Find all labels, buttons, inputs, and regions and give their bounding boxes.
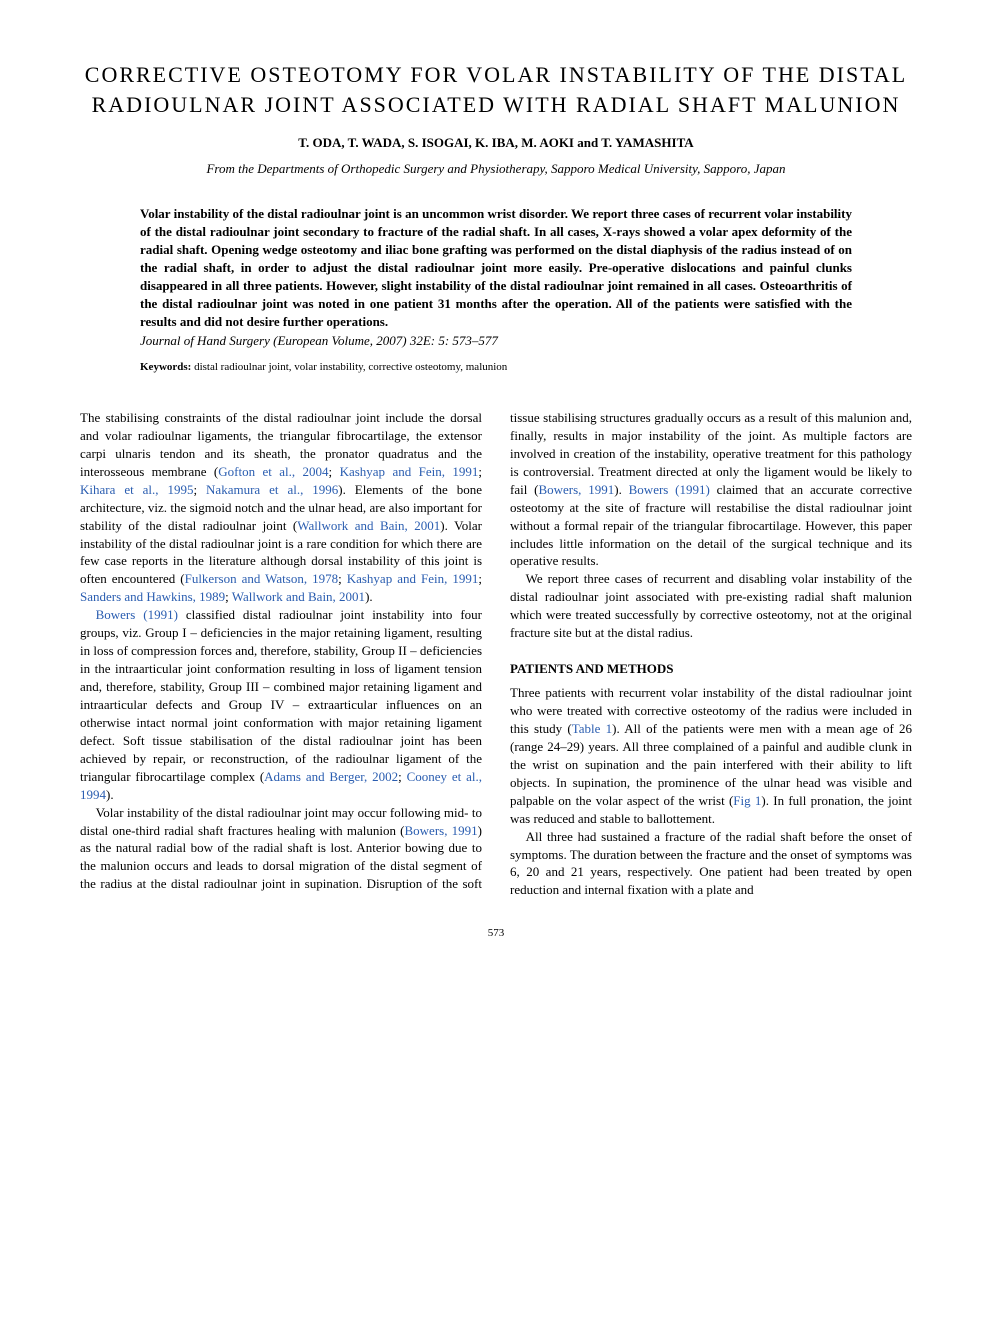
citation-link[interactable]: Sanders and Hawkins, 1989 [80,589,225,604]
table-link[interactable]: Table 1 [572,721,612,736]
body-text: ; [225,589,232,604]
paragraph: The stabilising constraints of the dista… [80,409,482,606]
keywords-text: distal radioulnar joint, volar instabili… [194,361,507,373]
authors-line: T. ODA, T. WADA, S. ISOGAI, K. IBA, M. A… [80,135,912,151]
citation-link[interactable]: Wallwork and Bain, 2001 [297,518,440,533]
citation-link[interactable]: Kashyap and Fein, 1991 [340,464,479,479]
body-text: All three had sustained a fracture of th… [510,829,912,898]
citation-link[interactable]: Fulkerson and Watson, 1978 [185,571,339,586]
citation-link[interactable]: Nakamura et al., 1996 [206,482,338,497]
citation-link[interactable]: Gofton et al., 2004 [218,464,328,479]
abstract-block: Volar instability of the distal radiouln… [140,205,852,349]
body-text: classified distal radioulnar joint insta… [80,607,482,783]
body-columns: The stabilising constraints of the dista… [80,409,912,899]
citation-link[interactable]: Bowers, 1991 [538,482,614,497]
body-text: ; [478,571,482,586]
journal-citation: Journal of Hand Surgery (European Volume… [140,333,852,349]
body-text: ; [193,482,206,497]
citation-link[interactable]: Kashyap and Fein, 1991 [347,571,479,586]
affiliation-line: From the Departments of Orthopedic Surge… [80,161,912,177]
paragraph: We report three cases of recurrent and d… [510,570,912,642]
keywords-line: Keywords: distal radioulnar joint, volar… [140,361,852,373]
section-heading-methods: PATIENTS AND METHODS [510,660,912,678]
body-text: ). [365,589,373,604]
citation-link[interactable]: Wallwork and Bain, 2001 [232,589,365,604]
body-text: ; [398,769,406,784]
figure-link[interactable]: Fig 1 [733,793,761,808]
keywords-label: Keywords: [140,361,191,373]
abstract-text: Volar instability of the distal radiouln… [140,205,852,331]
body-text: ; [478,464,482,479]
body-text: ). [106,787,114,802]
paragraph: Three patients with recurrent volar inst… [510,684,912,828]
body-text: ; [329,464,340,479]
citation-link[interactable]: Bowers, 1991 [405,823,478,838]
citation-link[interactable]: Bowers (1991) [96,607,178,622]
citation-link[interactable]: Kihara et al., 1995 [80,482,193,497]
citation-link[interactable]: Bowers (1991) [629,482,710,497]
article-title: CORRECTIVE OSTEOTOMY FOR VOLAR INSTABILI… [80,60,912,119]
body-text: We report three cases of recurrent and d… [510,571,912,640]
paragraph: All three had sustained a fracture of th… [510,828,912,900]
body-text: ; [338,571,347,586]
body-text: ). [614,482,628,497]
paragraph: Bowers (1991) classified distal radiouln… [80,606,482,803]
page-number: 573 [80,927,912,939]
citation-link[interactable]: Adams and Berger, 2002 [264,769,398,784]
